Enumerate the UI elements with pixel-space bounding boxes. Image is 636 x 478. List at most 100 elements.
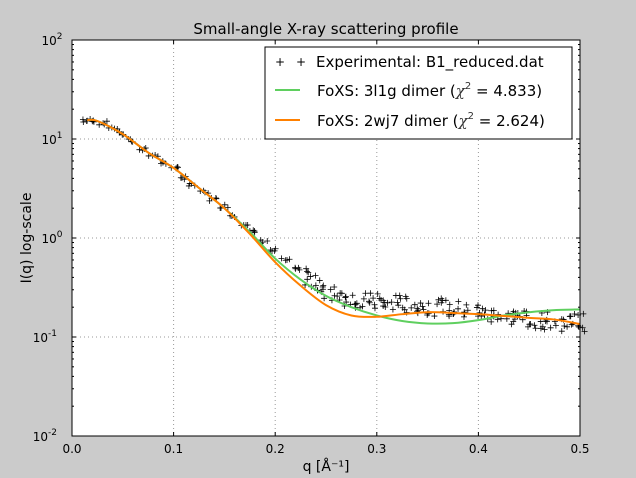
- plus-marker: [397, 295, 404, 302]
- plus-marker: [547, 324, 554, 331]
- chart-title: Small-angle X-ray scattering profile: [193, 20, 458, 38]
- plus-marker: [558, 328, 565, 335]
- y-tick-label: 10-1: [33, 329, 57, 345]
- plus-marker: [389, 306, 396, 313]
- plus-marker: [304, 268, 311, 275]
- plus-marker: [370, 295, 377, 302]
- plus-marker: [581, 328, 588, 335]
- plus-marker: [384, 299, 391, 306]
- plus-marker: [366, 299, 373, 306]
- plus-marker: [435, 296, 442, 303]
- data-point-experimental: [278, 255, 293, 264]
- data-point-experimental: [460, 301, 471, 320]
- plus-marker: [303, 265, 310, 272]
- data-point-experimental: [349, 292, 364, 311]
- data-point-experimental: [389, 292, 404, 313]
- legend-box: [264, 46, 573, 140]
- y-tick-label: 101: [41, 131, 62, 147]
- legend-marker-experimental: +: [275, 55, 285, 69]
- plus-marker: [158, 160, 165, 167]
- plus-marker: [490, 307, 497, 314]
- plus-marker: [312, 272, 319, 279]
- data-point-experimental: [431, 295, 446, 320]
- plus-marker: [320, 282, 327, 289]
- plus-marker: [524, 323, 531, 330]
- plus-marker: [342, 293, 349, 300]
- plus-marker: [479, 305, 486, 312]
- plus-marker: [286, 256, 293, 263]
- plus-marker: [455, 298, 462, 305]
- data-point-experimental: [292, 264, 303, 273]
- plus-marker: [343, 299, 350, 306]
- plus-marker: [295, 264, 302, 271]
- plus-marker: [482, 307, 489, 314]
- legend-label-3l1g: FoXS: 3l1g dimer (χ2 = 4.833): [317, 81, 542, 100]
- plus-marker: [564, 323, 571, 330]
- legend-label-2wj7: FoXS: 2wj7 dimer (χ2 = 2.624): [317, 111, 545, 130]
- plus-marker: [431, 313, 438, 320]
- plus-marker: [367, 290, 374, 297]
- plus-marker: [278, 255, 285, 262]
- data-point-experimental: [217, 201, 231, 211]
- plus-marker: [264, 238, 271, 245]
- plus-marker: [250, 227, 257, 234]
- plus-marker: [371, 301, 378, 308]
- plus-marker: [488, 318, 495, 325]
- legend-label-experimental: Experimental: B1_reduced.dat: [316, 53, 544, 72]
- plus-marker: [474, 302, 481, 309]
- plus-marker: [342, 294, 349, 301]
- plus-marker: [411, 301, 418, 308]
- x-tick-label: 0.1: [164, 442, 183, 456]
- plus-marker: [305, 269, 312, 276]
- x-tick-label: 0.5: [570, 442, 589, 456]
- x-tick-label: 0.2: [266, 442, 285, 456]
- series-line-2wj7: [87, 118, 581, 326]
- plus-marker: [579, 324, 586, 331]
- plus-marker: [304, 276, 311, 283]
- plus-marker: [338, 290, 345, 297]
- x-tick-label: 0.0: [62, 442, 81, 456]
- plus-marker: [527, 321, 534, 328]
- x-axis-ticks: 0.0 0.1 0.2 0.3 0.4 0.5: [62, 40, 590, 456]
- plus-marker: [327, 286, 334, 293]
- data-point-experimental: [551, 316, 568, 335]
- y-axis-ticks: 10-2 10-1 100 101 102: [33, 32, 580, 444]
- plus-marker: [396, 292, 403, 299]
- plus-marker: [307, 273, 314, 280]
- plus-marker: [316, 277, 323, 284]
- y-axis-label: I(q) log-scale: [19, 193, 35, 284]
- plus-marker: [374, 290, 381, 297]
- data-point-experimental: [411, 300, 424, 317]
- plus-marker: [417, 300, 424, 307]
- plus-marker: [351, 301, 358, 308]
- plus-marker: [362, 290, 369, 297]
- plus-marker: [312, 282, 319, 289]
- data-point-experimental: [328, 284, 344, 304]
- plus-marker: [366, 298, 373, 305]
- plus-marker: [388, 299, 395, 306]
- plus-marker: [580, 310, 587, 317]
- plus-marker: [552, 322, 559, 329]
- data-point-experimental: [359, 290, 374, 310]
- plus-marker: [371, 305, 378, 312]
- y-tick-label: 102: [41, 32, 62, 48]
- plus-marker: [455, 305, 462, 312]
- plus-marker: [575, 323, 582, 330]
- plus-marker: [103, 118, 110, 125]
- x-axis-label: q [Å⁻¹]: [303, 458, 350, 475]
- plus-marker: [541, 326, 548, 333]
- plus-marker: [331, 292, 338, 299]
- x-tick-label: 0.4: [469, 442, 488, 456]
- plus-marker: [395, 302, 402, 309]
- plus-marker: [438, 299, 445, 306]
- plus-marker: [319, 283, 326, 290]
- data-point-experimental: [380, 297, 395, 311]
- plus-marker: [567, 313, 574, 320]
- y-tick-label: 10-2: [33, 428, 57, 444]
- y-tick-label: 100: [41, 230, 62, 246]
- plus-marker: [321, 295, 328, 302]
- plus-marker: [185, 182, 192, 189]
- plus-marker: [174, 163, 181, 170]
- plus-marker: [284, 256, 291, 263]
- plus-marker: [272, 245, 279, 252]
